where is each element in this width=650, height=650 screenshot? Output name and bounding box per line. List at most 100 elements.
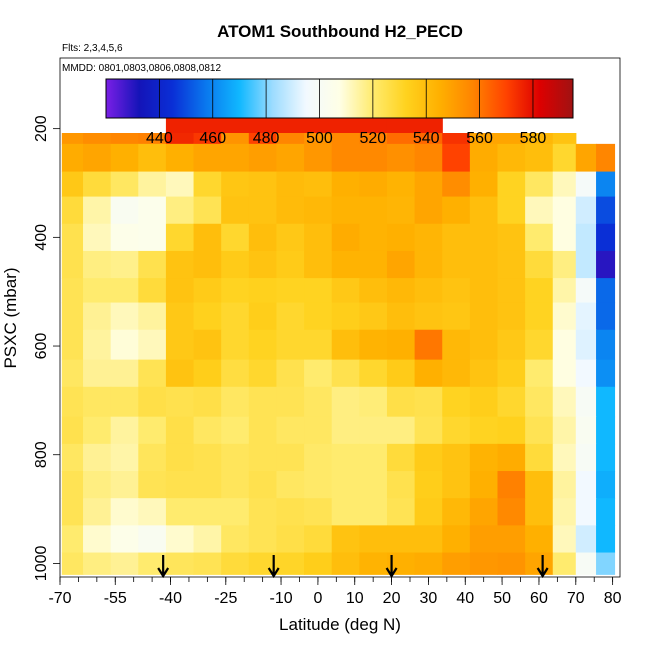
heatmap-cell bbox=[497, 196, 526, 225]
heatmap-cell bbox=[221, 278, 250, 304]
heatmap-cell bbox=[110, 471, 139, 499]
heatmap-cell bbox=[525, 302, 554, 331]
heatmap-cell bbox=[497, 302, 526, 331]
heatmap-cell bbox=[525, 359, 554, 388]
heatmap-cell bbox=[469, 443, 499, 472]
heatmap-cell bbox=[359, 359, 388, 388]
heatmap-cell bbox=[525, 471, 554, 499]
heatmap-cell bbox=[110, 525, 139, 554]
heatmap-cell bbox=[248, 329, 278, 361]
heatmap-cell bbox=[61, 223, 84, 252]
heatmap-cell bbox=[138, 525, 167, 554]
heatmap-cell bbox=[83, 443, 112, 472]
heatmap-cell bbox=[575, 386, 597, 418]
colorbar-tick-label: 520 bbox=[360, 130, 387, 147]
heatmap-cell bbox=[442, 278, 471, 304]
heatmap-cell bbox=[414, 386, 443, 418]
heatmap-cell bbox=[414, 498, 443, 526]
heatmap-cell bbox=[414, 143, 443, 173]
colorbar-tick-label: 540 bbox=[413, 130, 440, 147]
heatmap-cell bbox=[61, 133, 84, 145]
heatmap-cell bbox=[276, 552, 305, 575]
heatmap-cell bbox=[83, 171, 112, 198]
heatmap-cell bbox=[469, 250, 499, 279]
heatmap-cell bbox=[304, 302, 333, 331]
heatmap-cell bbox=[552, 416, 577, 445]
heatmap-cell bbox=[248, 133, 278, 145]
y-tick-label: 1000 bbox=[33, 546, 50, 582]
heatmap-cell bbox=[596, 471, 616, 499]
heatmap-cell bbox=[596, 525, 616, 554]
heatmap-cell bbox=[386, 359, 416, 388]
heatmap-cell bbox=[596, 143, 616, 173]
heatmap-cell bbox=[304, 498, 333, 526]
heatmap-cell bbox=[525, 223, 554, 252]
heatmap-cell bbox=[442, 143, 471, 173]
heatmap-cell bbox=[596, 329, 616, 361]
heatmap-cell bbox=[414, 196, 443, 225]
heatmap-cell bbox=[331, 250, 360, 279]
heatmap-cell bbox=[497, 498, 526, 526]
heatmap-cell bbox=[596, 278, 616, 304]
heatmap-cell bbox=[575, 525, 597, 554]
heatmap-cell bbox=[110, 196, 139, 225]
y-tick-label: 400 bbox=[33, 224, 50, 251]
heatmap-cell bbox=[304, 223, 333, 252]
heatmap-cell bbox=[83, 278, 112, 304]
heatmap-cell bbox=[386, 498, 416, 526]
heatmap-cell bbox=[193, 443, 222, 472]
heatmap-cell bbox=[525, 416, 554, 445]
heatmap-cell bbox=[525, 525, 554, 554]
heatmap-cell bbox=[248, 359, 278, 388]
heatmap-cell bbox=[61, 443, 84, 472]
heatmap-cell bbox=[497, 525, 526, 554]
heatmap-cell bbox=[552, 171, 577, 198]
heatmap-cell bbox=[575, 498, 597, 526]
x-tick-label: 10 bbox=[346, 590, 364, 607]
heatmap-cell bbox=[138, 359, 167, 388]
colorbar-tick-label: 440 bbox=[146, 130, 173, 147]
x-tick-label: 20 bbox=[383, 590, 401, 607]
heatmap-cell bbox=[525, 386, 554, 418]
heatmap-cell bbox=[331, 525, 360, 554]
heatmap-cell bbox=[193, 143, 222, 173]
heatmap-cell bbox=[575, 250, 597, 279]
heatmap-cell bbox=[525, 329, 554, 361]
heatmap-cell bbox=[596, 359, 616, 388]
heatmap-cell bbox=[575, 143, 597, 173]
heatmap-cell bbox=[83, 143, 112, 173]
heatmap-cell bbox=[575, 552, 597, 575]
flight-arrow-marker bbox=[267, 555, 280, 579]
heatmap-cell bbox=[596, 250, 616, 279]
heatmap-cell bbox=[276, 133, 305, 145]
heatmap-cell bbox=[221, 133, 250, 145]
heatmap-cell bbox=[575, 329, 597, 361]
heatmap-cell bbox=[61, 359, 84, 388]
heatmap-cell bbox=[193, 171, 222, 198]
heatmap-cell bbox=[276, 471, 305, 499]
heatmap-cell bbox=[304, 278, 333, 304]
heatmap-cell bbox=[442, 250, 471, 279]
heatmap-cell bbox=[83, 133, 112, 145]
heatmap-cell bbox=[248, 223, 278, 252]
heatmap-cell bbox=[276, 359, 305, 388]
heatmap-cell bbox=[442, 471, 471, 499]
heatmap-cell bbox=[138, 329, 167, 361]
heatmap-cell bbox=[497, 250, 526, 279]
heatmap-cell bbox=[248, 250, 278, 279]
heatmap-cell bbox=[442, 133, 471, 145]
heatmap-cell bbox=[165, 498, 195, 526]
heatmap-cell bbox=[221, 171, 250, 198]
x-tick-label: 70 bbox=[567, 590, 585, 607]
heatmap-cell bbox=[497, 416, 526, 445]
heatmap-cell bbox=[221, 250, 250, 279]
heatmap-cell bbox=[276, 525, 305, 554]
x-tick-label: -55 bbox=[104, 590, 127, 607]
heatmap-cell bbox=[193, 525, 222, 554]
heatmap-cell bbox=[165, 302, 195, 331]
heatmap-cell bbox=[552, 250, 577, 279]
heatmap-cell bbox=[165, 443, 195, 472]
heatmap-cell bbox=[110, 278, 139, 304]
heatmap-cell bbox=[110, 171, 139, 198]
